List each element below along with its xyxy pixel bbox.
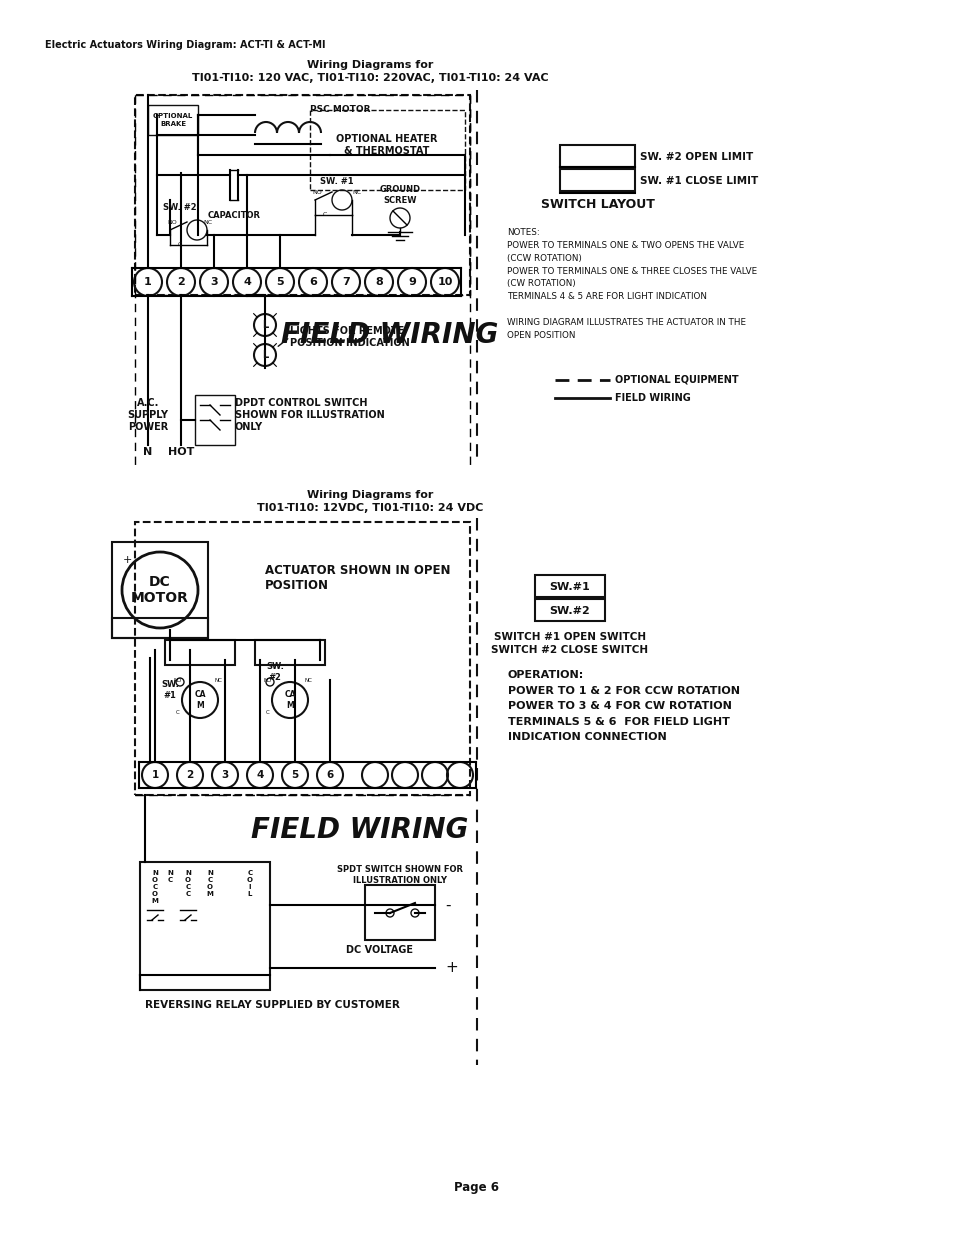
Text: 4: 4: [256, 769, 263, 781]
Text: SW.
#1: SW. #1: [161, 680, 179, 700]
Text: N
O
C
O
M: N O C O M: [152, 869, 158, 904]
Bar: [165, 640, 234, 664]
Text: N
C
O
M: N C O M: [207, 869, 213, 897]
Text: CA
M: CA M: [194, 690, 206, 710]
Text: Wiring Diagrams for: Wiring Diagrams for: [307, 490, 433, 500]
Text: OPTIONAL EQUIPMENT: OPTIONAL EQUIPMENT: [615, 375, 738, 385]
Bar: [112, 618, 208, 638]
Bar: [148, 105, 198, 135]
Text: Electric Actuators Wiring Diagram: ACT-TI & ACT-MI: Electric Actuators Wiring Diagram: ACT-T…: [45, 40, 325, 49]
Text: NC: NC: [203, 220, 212, 225]
Text: SW.#1: SW.#1: [549, 582, 590, 592]
Text: 3: 3: [221, 769, 229, 781]
Bar: [535, 599, 604, 621]
Text: 1: 1: [144, 277, 152, 287]
Bar: [535, 576, 604, 597]
Text: SW. #2 OPEN LIMIT: SW. #2 OPEN LIMIT: [639, 152, 753, 162]
Bar: [365, 885, 435, 940]
Text: NO: NO: [173, 678, 182, 683]
Text: NO: NO: [312, 189, 321, 194]
Text: HOT: HOT: [168, 447, 194, 457]
Text: GROUND
SCREW: GROUND SCREW: [379, 185, 420, 205]
Bar: [135, 95, 470, 295]
Bar: [559, 169, 635, 191]
Text: NC: NC: [213, 678, 222, 683]
Bar: [140, 862, 270, 990]
Text: C: C: [322, 211, 327, 216]
Text: +: +: [444, 961, 457, 976]
Text: N
O
C
C: N O C C: [185, 869, 191, 897]
Text: 4: 4: [243, 277, 251, 287]
Text: L: L: [262, 320, 268, 330]
Text: SW.#2: SW.#2: [549, 606, 590, 616]
Text: -: -: [444, 898, 450, 913]
Text: 2: 2: [186, 769, 193, 781]
Text: 9: 9: [408, 277, 416, 287]
Text: C: C: [266, 709, 270, 715]
Text: NO: NO: [264, 678, 272, 683]
Text: 5: 5: [291, 769, 298, 781]
Circle shape: [386, 909, 394, 918]
Circle shape: [411, 909, 418, 918]
Text: L: L: [262, 350, 268, 359]
Text: N
C: N C: [167, 869, 172, 883]
Text: A.C.
SUPPLY
POWER: A.C. SUPPLY POWER: [128, 399, 169, 431]
Bar: [559, 144, 635, 167]
Text: FIELD WIRING: FIELD WIRING: [615, 393, 690, 403]
Text: 6: 6: [326, 769, 334, 781]
Text: DC
MOTOR: DC MOTOR: [131, 576, 189, 605]
Text: FIELD WIRING: FIELD WIRING: [281, 321, 498, 350]
Text: SW. #1: SW. #1: [319, 178, 354, 186]
Text: 5: 5: [276, 277, 283, 287]
Text: SW. #1 CLOSE LIMIT: SW. #1 CLOSE LIMIT: [639, 177, 758, 186]
Bar: [310, 110, 464, 190]
Text: SWITCH #1 OPEN SWITCH: SWITCH #1 OPEN SWITCH: [494, 632, 645, 642]
Text: 2: 2: [177, 277, 185, 287]
Text: SPDT SWITCH SHOWN FOR
ILLUSTRATION ONLY: SPDT SWITCH SHOWN FOR ILLUSTRATION ONLY: [336, 866, 462, 884]
Text: NOTES:
POWER TO TERMINALS ONE & TWO OPENS THE VALVE
(CCW ROTATION)
POWER TO TERM: NOTES: POWER TO TERMINALS ONE & TWO OPEN…: [506, 228, 757, 340]
Bar: [112, 542, 208, 638]
Text: OPTIONAL HEATER
& THERMOSTAT: OPTIONAL HEATER & THERMOSTAT: [335, 135, 437, 156]
Text: NC: NC: [304, 678, 312, 683]
Text: SWITCH LAYOUT: SWITCH LAYOUT: [540, 198, 654, 210]
Text: C
O
I
L: C O I L: [247, 869, 253, 897]
Text: SWITCH #2 CLOSE SWITCH: SWITCH #2 CLOSE SWITCH: [491, 645, 648, 655]
Text: SW. #2: SW. #2: [163, 204, 196, 212]
Text: Page 6: Page 6: [454, 1182, 499, 1194]
Text: +: +: [122, 555, 132, 564]
Text: 3: 3: [210, 277, 217, 287]
Text: 7: 7: [342, 277, 350, 287]
Bar: [254, 640, 325, 664]
Text: 1: 1: [152, 769, 158, 781]
Text: 6: 6: [309, 277, 316, 287]
Bar: [135, 522, 470, 795]
Text: Wiring Diagrams for: Wiring Diagrams for: [307, 61, 433, 70]
Text: 10: 10: [436, 277, 453, 287]
Text: N: N: [143, 447, 152, 457]
Text: TI01-TI10: 12VDC, TI01-TI10: 24 VDC: TI01-TI10: 12VDC, TI01-TI10: 24 VDC: [256, 503, 482, 513]
Text: LIGHTS FOR REMOTE
POSITION INDICATION: LIGHTS FOR REMOTE POSITION INDICATION: [290, 326, 410, 348]
Text: TI01-TI10: 120 VAC, TI01-TI10: 220VAC, TI01-TI10: 24 VAC: TI01-TI10: 120 VAC, TI01-TI10: 220VAC, T…: [192, 73, 548, 83]
Text: OPTIONAL
BRAKE: OPTIONAL BRAKE: [152, 114, 193, 126]
Text: NC: NC: [352, 189, 361, 194]
Bar: [194, 395, 234, 445]
Text: C: C: [177, 242, 182, 247]
Text: DC VOLTAGE: DC VOLTAGE: [346, 945, 413, 955]
Text: C: C: [176, 709, 180, 715]
Text: CA
M: CA M: [284, 690, 295, 710]
Text: OPERATION:
POWER TO 1 & 2 FOR CCW ROTATION
POWER TO 3 & 4 FOR CW ROTATION
TERMIN: OPERATION: POWER TO 1 & 2 FOR CCW ROTATI…: [507, 671, 740, 742]
Text: NO: NO: [167, 220, 176, 225]
Text: SW.
#2: SW. #2: [266, 662, 284, 682]
Text: 8: 8: [375, 277, 382, 287]
Text: REVERSING RELAY SUPPLIED BY CUSTOMER: REVERSING RELAY SUPPLIED BY CUSTOMER: [145, 1000, 399, 1010]
Text: CAPACITOR: CAPACITOR: [208, 210, 260, 220]
Text: FIELD WIRING: FIELD WIRING: [251, 816, 468, 844]
Text: ACTUATOR SHOWN IN OPEN
POSITION: ACTUATOR SHOWN IN OPEN POSITION: [265, 564, 450, 592]
Text: PSC MOTOR: PSC MOTOR: [310, 105, 370, 115]
Text: DPDT CONTROL SWITCH
SHOWN FOR ILLUSTRATION
ONLY: DPDT CONTROL SWITCH SHOWN FOR ILLUSTRATI…: [234, 399, 384, 431]
